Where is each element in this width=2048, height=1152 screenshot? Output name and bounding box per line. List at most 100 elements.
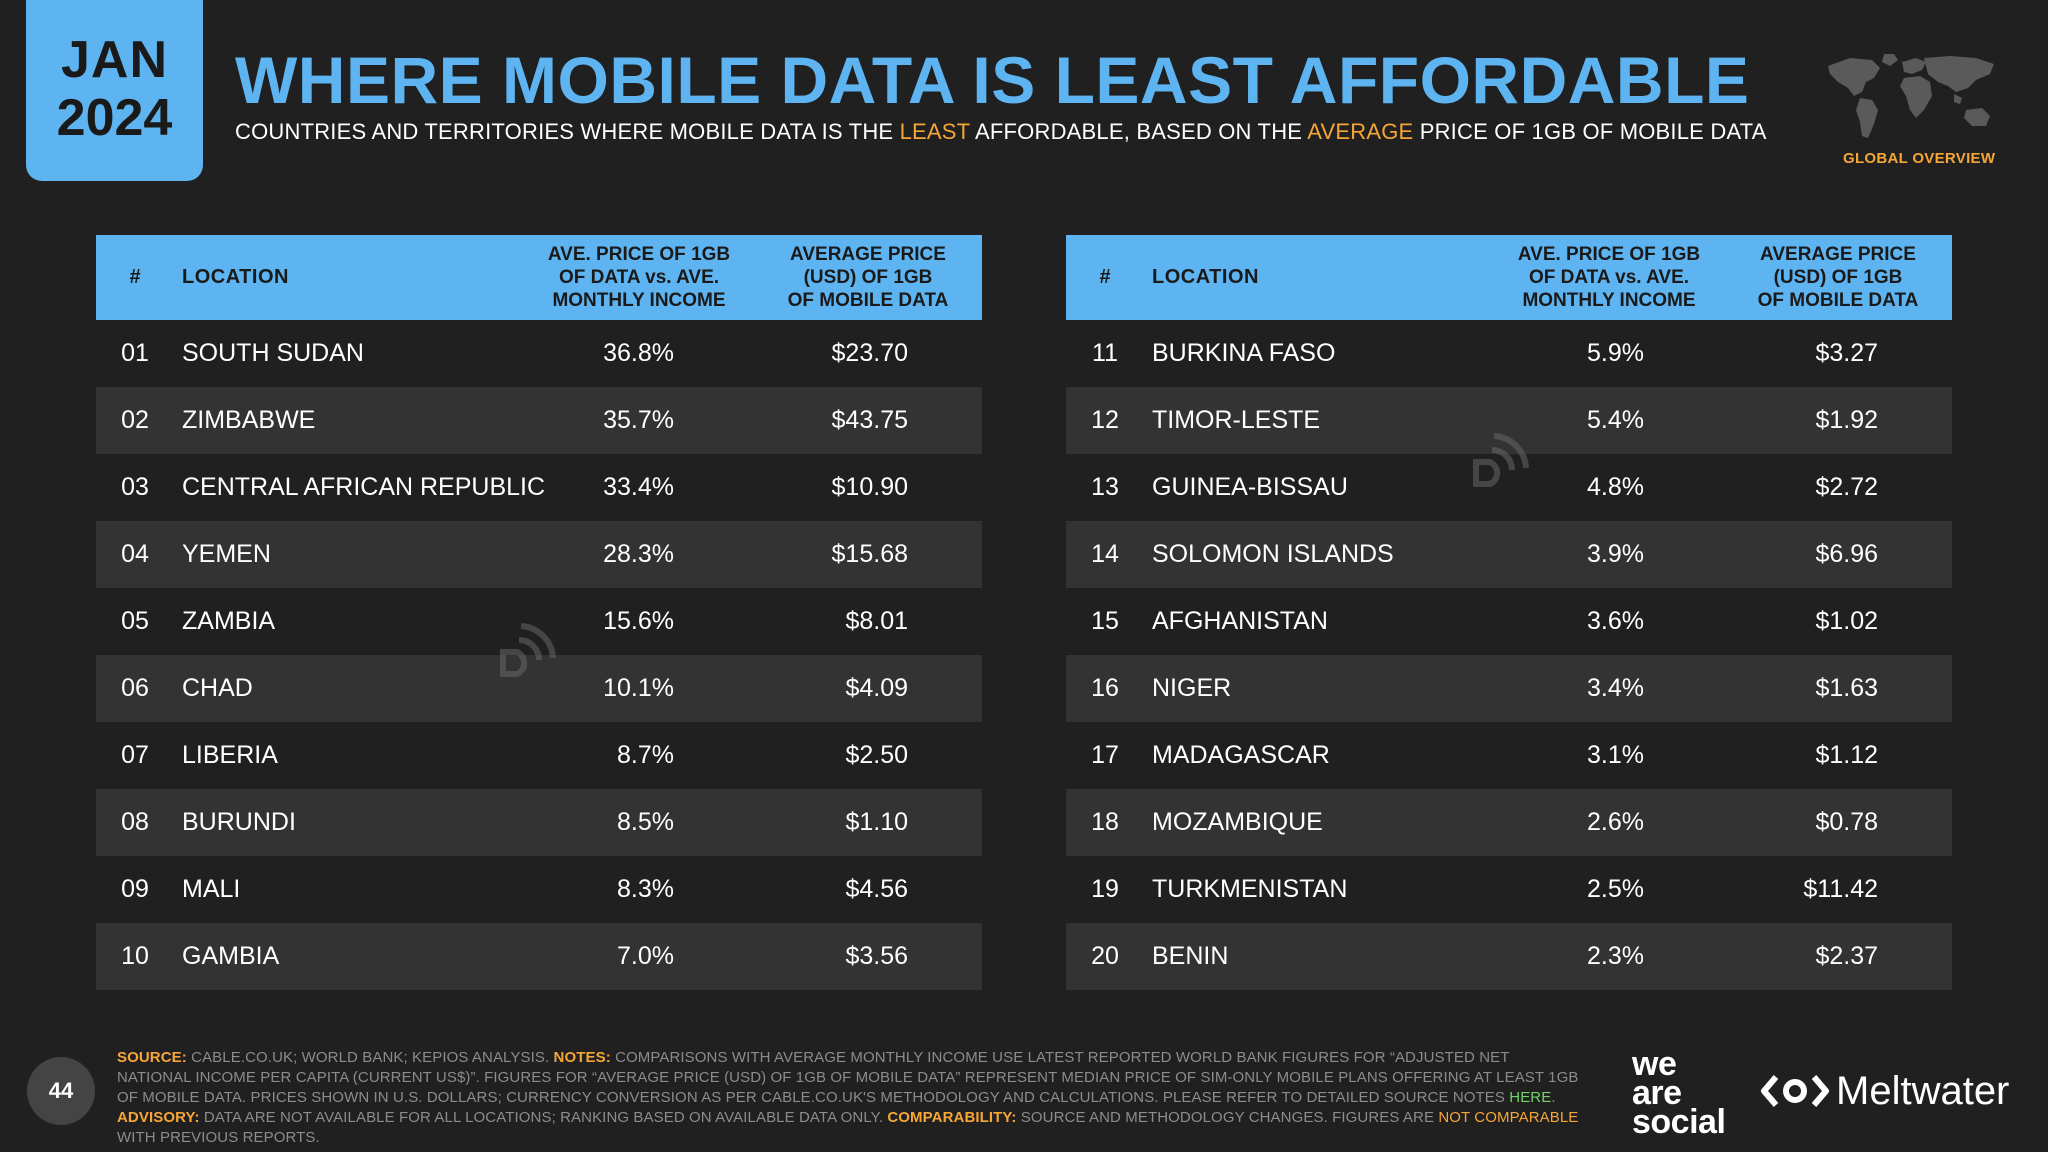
- table-row: 08 BURUNDI 8.5% $1.10: [96, 789, 982, 856]
- section-label: GLOBAL OVERVIEW: [1843, 150, 1996, 167]
- pct-cell: 5.9%: [1587, 339, 1644, 367]
- page-number: 44: [27, 1057, 95, 1125]
- location-cell: BENIN: [1152, 942, 1229, 970]
- header-location: LOCATION: [182, 266, 289, 288]
- table-row: 07 LIBERIA 8.7% $2.50: [96, 722, 982, 789]
- header-location: LOCATION: [1152, 266, 1259, 288]
- subtitle-highlight-average: AVERAGE: [1307, 119, 1414, 144]
- location-cell: BURUNDI: [182, 808, 296, 836]
- header-rank: #: [129, 266, 141, 288]
- table-row: 16 NIGER 3.4% $1.63: [1066, 655, 1952, 722]
- table-row: 01 SOUTH SUDAN 36.8% $23.70: [96, 320, 982, 387]
- location-cell: YEMEN: [182, 540, 271, 568]
- rank-cell: 06: [121, 674, 149, 702]
- header-usd-line: (USD) OF 1GB: [803, 267, 933, 288]
- pct-cell: 3.6%: [1587, 607, 1644, 635]
- location-cell: NIGER: [1152, 674, 1232, 702]
- header-pct-line: MONTHLY INCOME: [552, 290, 726, 311]
- pct-cell: 2.5%: [1587, 875, 1644, 903]
- usd-cell: $1.02: [1815, 607, 1878, 635]
- datareportal-watermark-icon: [500, 623, 556, 677]
- usd-cell: $1.12: [1815, 741, 1878, 769]
- table-row: 13 GUINEA-BISSAU 4.8% $2.72: [1066, 454, 1952, 521]
- location-cell: MALI: [182, 875, 241, 903]
- page-subtitle: COUNTRIES AND TERRITORIES WHERE MOBILE D…: [235, 119, 1767, 145]
- header-average-price: AVERAGE PRICE (USD) OF 1GB OF MOBILE DAT…: [1724, 243, 1952, 312]
- header-pct-line: AVE. PRICE OF 1GB: [1517, 244, 1701, 265]
- usd-cell: $43.75: [831, 406, 908, 434]
- table-row: 14 SOLOMON ISLANDS 3.9% $6.96: [1066, 521, 1952, 588]
- rank-cell: 17: [1091, 741, 1119, 769]
- advisory-key: ADVISORY:: [117, 1109, 200, 1126]
- table-row: 04 YEMEN 28.3% $15.68: [96, 521, 982, 588]
- notes-key: NOTES:: [553, 1049, 611, 1066]
- pct-cell: 7.0%: [617, 942, 674, 970]
- rank-cell: 04: [121, 540, 149, 568]
- source-key: SOURCE:: [117, 1049, 187, 1066]
- location-cell: AFGHANISTAN: [1152, 607, 1328, 635]
- rank-cell: 19: [1091, 875, 1119, 903]
- location-cell: MADAGASCAR: [1152, 741, 1330, 769]
- header-usd-line: OF MOBILE DATA: [787, 290, 949, 311]
- we-are-social-logo: we are social: [1632, 1047, 1726, 1141]
- comparability-end: WITH PREVIOUS REPORTS.: [117, 1129, 320, 1146]
- header-usd-line: AVERAGE PRICE: [790, 244, 946, 265]
- source-notes: SOURCE: CABLE.CO.UK; WORLD BANK; KEPIOS …: [117, 1048, 1587, 1148]
- table-row: 02 ZIMBABWE 35.7% $43.75: [96, 387, 982, 454]
- header-pct-line: OF DATA vs. AVE.: [558, 267, 720, 288]
- world-map-icon: [1828, 54, 1994, 138]
- ranking-table-left: # LOCATION AVE. PRICE OF 1GB OF DATA vs.…: [96, 235, 982, 990]
- source-text: CABLE.CO.UK; WORLD BANK; KEPIOS ANALYSIS…: [186, 1049, 554, 1066]
- subtitle-text-2: AFFORDABLE, BASED ON THE: [969, 119, 1308, 144]
- rank-cell: 08: [121, 808, 149, 836]
- rank-cell: 07: [121, 741, 149, 769]
- subtitle-text-1: COUNTRIES AND TERRITORIES WHERE MOBILE D…: [235, 119, 900, 144]
- usd-cell: $3.27: [1815, 339, 1878, 367]
- ranking-table-right: # LOCATION AVE. PRICE OF 1GB OF DATA vs.…: [1066, 235, 1952, 990]
- header-usd-line: OF MOBILE DATA: [1757, 290, 1919, 311]
- header-pct-line: OF DATA vs. AVE.: [1528, 267, 1690, 288]
- location-cell: GAMBIA: [182, 942, 280, 970]
- rank-cell: 10: [121, 942, 149, 970]
- pct-cell: 28.3%: [603, 540, 674, 568]
- logo-line: social: [1632, 1103, 1726, 1141]
- rank-cell: 18: [1091, 808, 1119, 836]
- usd-cell: $10.90: [831, 473, 908, 501]
- usd-cell: $1.92: [1815, 406, 1878, 434]
- header-usd-line: (USD) OF 1GB: [1773, 267, 1903, 288]
- rank-cell: 16: [1091, 674, 1119, 702]
- usd-cell: $2.50: [845, 741, 908, 769]
- rank-cell: 11: [1092, 339, 1118, 367]
- usd-cell: $1.10: [845, 808, 908, 836]
- location-cell: CHAD: [182, 674, 253, 702]
- pct-cell: 8.5%: [617, 808, 674, 836]
- not-comparable-text: NOT COMPARABLE: [1438, 1109, 1579, 1126]
- usd-cell: $2.72: [1815, 473, 1878, 501]
- location-cell: TIMOR-LESTE: [1152, 406, 1321, 434]
- usd-cell: $2.37: [1815, 942, 1878, 970]
- location-cell: ZIMBABWE: [182, 406, 316, 434]
- comparability-key: COMPARABILITY:: [887, 1109, 1017, 1126]
- pct-cell: 2.3%: [1587, 942, 1644, 970]
- header-usd-line: AVERAGE PRICE: [1760, 244, 1916, 265]
- notes-text: COMPARISONS WITH AVERAGE MONTHLY INCOME …: [117, 1049, 1579, 1106]
- table-row: 19 TURKMENISTAN 2.5% $11.42: [1066, 856, 1952, 923]
- location-cell: TURKMENISTAN: [1152, 875, 1348, 903]
- source-notes-link[interactable]: HERE: [1509, 1089, 1552, 1106]
- location-cell: ZAMBIA: [182, 607, 276, 635]
- usd-cell: $3.56: [845, 942, 908, 970]
- pct-cell: 5.4%: [1587, 406, 1644, 434]
- usd-cell: $8.01: [845, 607, 908, 635]
- usd-cell: $0.78: [1815, 808, 1878, 836]
- subtitle-highlight-least: LEAST: [899, 119, 970, 144]
- location-cell: CENTRAL AFRICAN REPUBLIC: [182, 473, 546, 501]
- header-rank: #: [1099, 266, 1111, 288]
- location-cell: MOZAMBIQUE: [1152, 808, 1323, 836]
- pct-cell: 8.3%: [617, 875, 674, 903]
- table-row: 05 ZAMBIA 15.6% $8.01: [96, 588, 982, 655]
- rank-cell: 09: [121, 875, 149, 903]
- usd-cell: $1.63: [1815, 674, 1878, 702]
- pct-cell: 10.1%: [603, 674, 674, 702]
- pct-cell: 8.7%: [617, 741, 674, 769]
- rank-cell: 12: [1091, 406, 1119, 434]
